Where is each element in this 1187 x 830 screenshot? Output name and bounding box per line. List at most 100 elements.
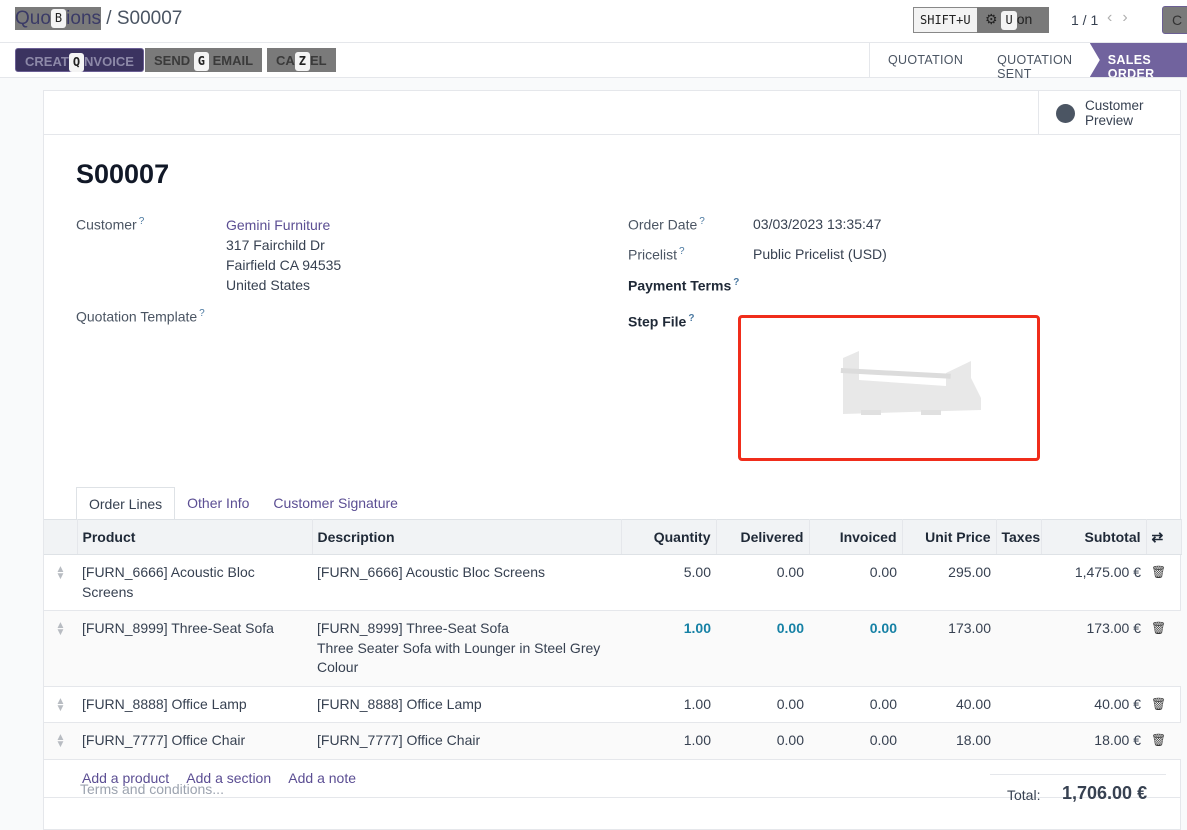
- tab-other-info[interactable]: Other Info: [187, 495, 250, 511]
- column-description[interactable]: Description: [312, 519, 622, 555]
- address-line: United States: [226, 277, 311, 293]
- help-icon[interactable]: ?: [688, 313, 695, 324]
- product-cell[interactable]: [FURN_8888] Office Lamp: [77, 686, 312, 723]
- invoiced-cell: 0.00: [809, 610, 902, 687]
- drag-handle-icon[interactable]: ▲ ▼: [44, 554, 77, 611]
- taxes-cell[interactable]: [996, 610, 1041, 687]
- table-row[interactable]: ▲ ▼ [FURN_8888] Office Lamp [FURN_8888] O…: [44, 686, 1181, 723]
- drag-handle-icon[interactable]: ▲ ▼: [44, 722, 77, 760]
- order-date-field[interactable]: 03/03/2023 13:35:47: [753, 216, 882, 232]
- subtotal-cell: 40.00 €: [1041, 686, 1146, 723]
- column-product[interactable]: Product: [77, 519, 313, 555]
- drag-handle-icon[interactable]: ▲ ▼: [44, 610, 77, 687]
- address-line: 317 Fairchild Dr: [226, 237, 325, 253]
- drag-handle-icon[interactable]: ▲ ▼: [44, 686, 77, 723]
- column-delivered[interactable]: Delivered: [716, 519, 810, 555]
- add-section-link[interactable]: Add a section: [186, 769, 272, 786]
- unit-price-cell[interactable]: 173.00: [902, 610, 996, 687]
- trash-icon[interactable]: 🗑: [1146, 554, 1181, 611]
- total-label: Total:: [1007, 787, 1041, 803]
- tab-customer-signature[interactable]: Customer Signature: [273, 495, 398, 511]
- add-product-link[interactable]: Add a product: [82, 769, 170, 786]
- taxes-cell[interactable]: [996, 554, 1041, 611]
- gear-icon: ⚙: [985, 11, 998, 28]
- add-note-link[interactable]: Add a note: [288, 769, 356, 786]
- trash-icon[interactable]: 🗑: [1146, 686, 1181, 723]
- table-row[interactable]: ▲ ▼ [FURN_8999] Three-Seat Sofa [FURN_899…: [44, 610, 1181, 687]
- create-invoice-button[interactable]: CREAT Q NVOICE: [15, 48, 144, 72]
- notebook-tabs: Order Lines Other Info Customer Signatur…: [76, 487, 410, 521]
- description-cell[interactable]: [FURN_6666] Acoustic Bloc Screens: [312, 554, 621, 611]
- customer-preview-button[interactable]: Customer Preview: [1038, 91, 1180, 135]
- invoiced-cell: 0.00: [809, 722, 902, 760]
- unit-price-cell[interactable]: 40.00: [902, 686, 996, 723]
- cancel-button[interactable]: CA Z EL: [267, 48, 336, 72]
- quantity-cell[interactable]: 1.00: [621, 686, 716, 723]
- invoiced-cell: 0.00: [809, 686, 902, 723]
- taxes-cell[interactable]: [996, 722, 1041, 760]
- column-invoiced[interactable]: Invoiced: [809, 519, 903, 555]
- unit-price-cell[interactable]: 295.00: [902, 554, 996, 611]
- pricelist-field[interactable]: Public Pricelist (USD): [753, 246, 887, 262]
- trash-icon[interactable]: 🗑: [1146, 722, 1181, 760]
- payment-terms-label: Payment Terms?: [628, 277, 740, 294]
- form-sheet: Customer Preview S00007 Customer? Gemini…: [43, 90, 1182, 830]
- description-cell[interactable]: [FURN_7777] Office Chair: [312, 722, 621, 760]
- hotkey-hint: B: [50, 9, 67, 29]
- column-taxes[interactable]: Taxes: [996, 519, 1042, 555]
- column-subtotal[interactable]: Subtotal: [1041, 519, 1147, 555]
- product-cell[interactable]: [FURN_6666] Acoustic Bloc Screens: [77, 554, 312, 611]
- address-line: Fairfield CA 94535: [226, 257, 342, 273]
- terms-input[interactable]: Terms and conditions...: [80, 781, 224, 797]
- optional-columns-icon[interactable]: ⇄: [1146, 519, 1182, 555]
- help-icon[interactable]: ?: [138, 216, 145, 227]
- product-cell[interactable]: [FURN_7777] Office Chair: [77, 722, 312, 760]
- help-icon[interactable]: ?: [199, 308, 205, 319]
- trash-icon[interactable]: 🗑: [1146, 610, 1181, 687]
- tab-order-lines[interactable]: Order Lines: [76, 487, 176, 521]
- hotkey-hint: Q: [68, 53, 85, 72]
- quotation-template-label: Quotation Template?: [76, 308, 205, 325]
- subtotal-cell: 173.00 €: [1041, 610, 1146, 687]
- hotkey-hint: G: [193, 52, 209, 71]
- create-button[interactable]: C: [1162, 6, 1187, 34]
- customer-link[interactable]: Gemini Furniture: [226, 217, 331, 233]
- status-bar: QUOTATION QUOTATION SENT SALES ORDER: [869, 43, 1187, 81]
- help-icon[interactable]: ?: [699, 216, 705, 227]
- globe-icon: [1056, 104, 1075, 123]
- step-file-viewer[interactable]: [738, 315, 1040, 461]
- status-quotation-sent[interactable]: QUOTATION SENT: [997, 53, 1073, 81]
- pricelist-label: Pricelist?: [628, 246, 685, 263]
- subtotal-cell: 1,475.00 €: [1041, 554, 1146, 611]
- column-unit-price[interactable]: Unit Price: [902, 519, 997, 555]
- description-cell[interactable]: [FURN_8888] Office Lamp: [312, 686, 621, 723]
- status-sales-order[interactable]: SALES ORDER: [1089, 43, 1187, 77]
- taxes-cell[interactable]: [996, 686, 1041, 723]
- pager-value[interactable]: 1 / 1: [1071, 12, 1099, 28]
- quantity-cell[interactable]: 1.00: [621, 610, 716, 687]
- breadcrumb-current: S00007: [116, 8, 183, 29]
- table-row[interactable]: ▲ ▼ [FURN_6666] Acoustic Bloc Screens [FU…: [44, 554, 1181, 611]
- help-icon[interactable]: ?: [679, 246, 685, 257]
- quantity-cell[interactable]: 5.00: [621, 554, 716, 611]
- product-cell[interactable]: [FURN_8999] Three-Seat Sofa: [77, 610, 312, 687]
- action-bar: CREAT Q NVOICE SEND G EMAIL CA Z EL: [0, 43, 1187, 78]
- pager-next-icon[interactable]: ›: [1122, 9, 1138, 26]
- unit-price-cell[interactable]: 18.00: [902, 722, 996, 760]
- help-icon[interactable]: ?: [733, 277, 740, 288]
- hotkey-hint: U: [1001, 11, 1017, 30]
- order-lines-table: Product Description Quantity Delivered I…: [44, 519, 1182, 798]
- pager-prev-icon[interactable]: ‹: [1107, 9, 1123, 26]
- table-row[interactable]: ▲ ▼ [FURN_7777] Office Chair [FURN_7777] …: [44, 722, 1181, 760]
- status-quotation[interactable]: QUOTATION: [888, 53, 964, 67]
- shift-hint: SHIFT+U: [913, 7, 978, 33]
- column-quantity[interactable]: Quantity: [621, 519, 717, 555]
- send-email-button[interactable]: SEND G EMAIL: [145, 48, 263, 72]
- description-cell[interactable]: [FURN_8999] Three-Seat Sofa Three Seater …: [312, 610, 621, 687]
- customer-label: Customer?: [76, 216, 145, 233]
- cad-model-image: [840, 351, 981, 415]
- customer-field[interactable]: Gemini Furniture 317 Fairchild Dr Fairfi…: [226, 215, 341, 295]
- quantity-cell[interactable]: 1.00: [621, 722, 716, 760]
